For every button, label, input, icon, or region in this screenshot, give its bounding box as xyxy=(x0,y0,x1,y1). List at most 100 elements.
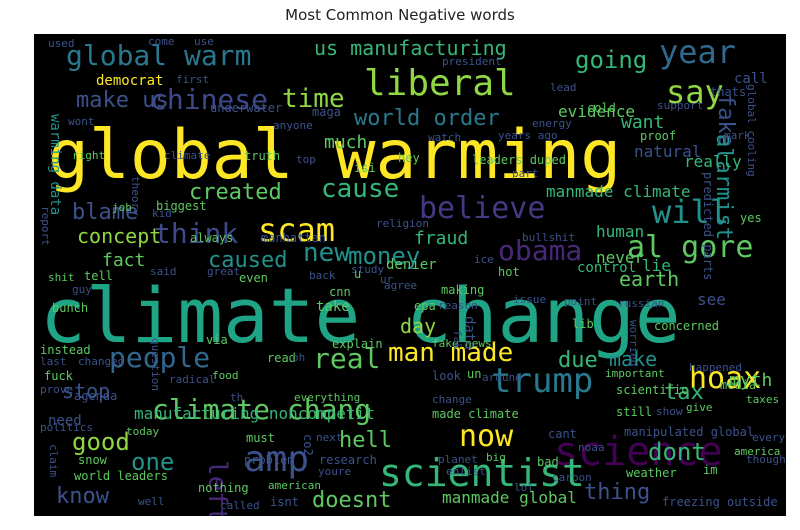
word-fraud: fraud xyxy=(414,228,469,249)
word-ur: ur xyxy=(380,273,394,286)
word-fuck: fuck xyxy=(44,369,73,383)
word-noaa: noaa xyxy=(578,441,605,454)
word-happened: happened xyxy=(689,361,742,374)
word-scam: scam xyxy=(258,211,336,249)
word-right: right xyxy=(72,149,106,162)
word-see: see xyxy=(697,290,726,309)
word-part: part xyxy=(512,167,539,180)
word-world-leaders: world leaders xyxy=(74,469,168,483)
word-year: year xyxy=(659,34,737,71)
word-always: always xyxy=(190,231,234,245)
word-mark: mark xyxy=(724,129,751,142)
word-tell: tell xyxy=(84,269,113,283)
word-show: show xyxy=(656,405,683,418)
word-religion: religion xyxy=(376,217,429,230)
word-making: making xyxy=(441,283,485,297)
word-truth: truth xyxy=(244,149,281,163)
word-weather: weather xyxy=(626,466,677,480)
word-hell: hell xyxy=(339,428,392,453)
word-maga: maga xyxy=(312,105,341,119)
word-around: around xyxy=(482,371,522,384)
word-manhattan: manhattan xyxy=(261,231,327,245)
word-lie: lie xyxy=(642,256,671,275)
word-liberal: liberal xyxy=(364,63,516,104)
word-alarmist: alarmist xyxy=(711,134,736,240)
word-wont: wont xyxy=(68,115,95,128)
word-watch: watch xyxy=(428,131,462,144)
word-man-made: man made xyxy=(388,338,514,368)
word-dont: dont xyxy=(648,438,706,466)
word-climate-chang: climate chang xyxy=(152,393,372,426)
word-cant: cant xyxy=(548,427,577,441)
word-everything: everything xyxy=(294,391,361,404)
word-question: question xyxy=(149,338,162,391)
word-youre: youre xyxy=(318,465,352,478)
word-america: america xyxy=(734,445,781,458)
word-global-warming: global warming xyxy=(48,116,622,195)
word-change: change xyxy=(432,393,472,406)
word-science: science xyxy=(554,429,723,475)
word-planet: planet xyxy=(438,453,478,466)
word-al-gore: al gore xyxy=(627,230,754,265)
word-know: know xyxy=(56,484,109,509)
word-issue: issue xyxy=(513,293,547,306)
word-myth: myth xyxy=(729,370,773,391)
word-evidence: evidence xyxy=(558,102,636,121)
word-going: going xyxy=(575,46,648,74)
word-big: big xyxy=(486,451,506,464)
word-co2: co2 xyxy=(301,434,315,456)
word-cause: cause xyxy=(321,174,400,204)
word-changed: changed xyxy=(78,355,125,368)
word-hot: hot xyxy=(498,265,520,279)
word-president: president xyxy=(442,55,502,68)
word-isi: isi xyxy=(354,161,376,175)
word-call: call xyxy=(734,71,768,87)
word-un: un xyxy=(467,367,482,381)
word-enlist: enlist xyxy=(446,465,486,478)
word-job: job xyxy=(112,201,132,214)
word-manufacturing-noncompetit: manufacturing noncompetit xyxy=(134,404,375,423)
word-research: research xyxy=(319,453,377,467)
word-today: today xyxy=(126,425,160,438)
word-make-us: make us xyxy=(76,88,169,113)
word-worried: worried xyxy=(627,320,640,367)
word-now: now xyxy=(459,419,514,454)
word-democrat: democrat xyxy=(96,73,164,89)
word-stop: stop xyxy=(62,379,111,403)
word-every: every xyxy=(752,431,786,444)
word-data: data xyxy=(461,316,477,350)
word-hoax: hoax xyxy=(689,361,762,396)
word-biggest: biggest xyxy=(156,199,207,213)
word-shit: shit xyxy=(48,271,75,284)
word-claim: claim xyxy=(47,444,60,478)
word-study: study xyxy=(351,263,385,276)
word-natural: natural xyxy=(634,142,702,161)
word-kid: kid xyxy=(152,207,172,220)
word-manmade-climate: manmade climate xyxy=(546,182,691,201)
word-point: point xyxy=(564,295,598,308)
word-first: first xyxy=(176,73,210,86)
word-say: say xyxy=(666,73,724,111)
word-day: day xyxy=(400,314,437,338)
word-never: never xyxy=(596,248,645,267)
word-snow: snow xyxy=(78,453,107,467)
word-need: need xyxy=(48,413,82,429)
word-look: look xyxy=(432,369,461,383)
word-believe: believe xyxy=(419,191,546,226)
word-fact: fact xyxy=(102,250,146,271)
word-back: back xyxy=(309,269,336,282)
word-reason: reason xyxy=(438,299,478,312)
word-earth: earth xyxy=(619,267,680,291)
word-even: even xyxy=(239,271,268,285)
word-well: well xyxy=(138,495,165,508)
word-ice: ice xyxy=(474,253,494,266)
word-global-warm: global warm xyxy=(66,39,252,72)
word-anyone: anyone xyxy=(273,119,313,132)
word-much: much xyxy=(324,132,368,153)
word-one: one xyxy=(131,448,175,476)
word-russian: russian xyxy=(618,297,665,310)
word-tax: tax xyxy=(664,380,704,405)
word-cold: cold xyxy=(587,101,616,115)
word-leaders-duped: leaders duped xyxy=(472,153,566,167)
word-money: money xyxy=(348,242,421,270)
